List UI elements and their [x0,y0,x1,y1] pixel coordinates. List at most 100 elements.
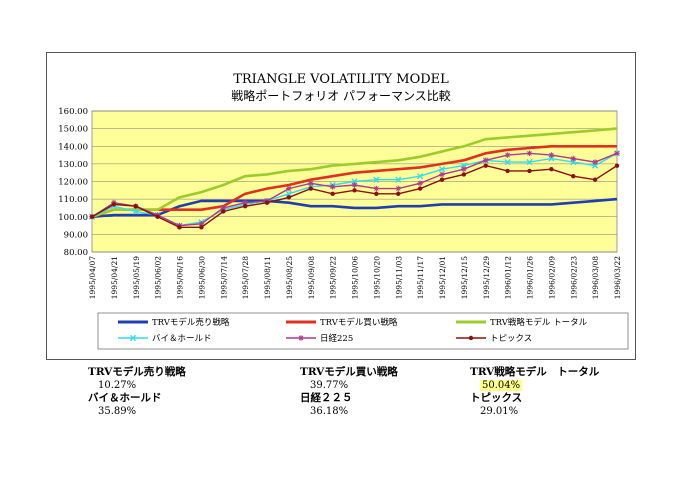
summary-value-topix: 29.01% [480,406,519,417]
x-tick-label: 1995/08/25 [285,256,294,299]
y-tick-label: 90.00 [64,230,88,240]
data-point-marker [286,185,292,192]
performance-chart: TRIANGLE VOLATILITY MODEL 戦略ポートフォリオ パフォー… [46,52,636,360]
legend-label: トピックス [490,334,532,344]
summary-value-nikkei: 36.18% [310,406,349,417]
x-tick-label: 1996/02/23 [569,256,578,299]
data-point-marker [468,335,474,341]
summary-value-buy-hold: 35.89% [98,406,137,417]
data-point-marker [527,168,532,174]
data-point-marker [264,200,270,205]
data-point-marker [549,166,554,172]
y-tick-label: 120.00 [58,178,88,188]
data-point-marker [548,152,555,158]
x-tick-label: 1995/10/20 [372,256,381,299]
data-point-marker [483,163,488,168]
x-tick-label: 1995/06/16 [176,256,185,299]
data-point-marker [439,171,445,178]
x-tick-label: 1995/11/03 [394,256,403,299]
data-point-marker [374,191,379,197]
data-point-marker [526,150,533,157]
data-point-marker [351,182,358,188]
y-tick-label: 160.00 [58,107,88,117]
x-tick-label: 1996/01/12 [504,256,513,299]
summary-col-1: TRVモデル売り戦略 10.27% バイ＆ホールド 35.89% [88,366,186,418]
data-point-marker [373,176,380,183]
data-point-marker [199,225,204,230]
data-point-marker [285,190,292,197]
data-point-marker [329,183,336,190]
summary-col-3: TRV戦略モデル トータル 50.04% トピックス 29.01% [470,366,599,418]
legend-box [97,312,629,350]
summary-label-buy: TRVモデル買い戦略 [300,366,398,378]
data-point-marker [482,157,489,164]
series-line [91,127,618,219]
data-point-marker [111,202,117,207]
data-point-marker [614,150,620,157]
x-tick-label: 1995/04/21 [110,256,119,299]
x-tick-label: 1996/01/26 [526,256,535,299]
data-point-marker [133,203,138,209]
y-tick-label: 100.00 [58,213,88,223]
data-point-marker [242,203,248,209]
y-tick-label: 150.00 [58,125,88,135]
series-line [91,197,618,219]
x-tick-label: 1996/03/08 [591,256,600,299]
data-point-marker [439,177,445,182]
legend-label: TRV戦略モデル トータル [490,317,588,328]
x-tick-label: 1995/11/17 [416,256,425,299]
chart-frame: TRIANGLE VOLATILITY MODEL 戦略ポートフォリオ パフォー… [46,52,636,360]
x-tick-label: 1995/08/11 [263,256,272,299]
x-tick-label: 1995/05/19 [132,256,141,299]
summary-label-sell: TRVモデル売り戦略 [88,366,186,378]
data-point-marker [373,185,380,192]
data-point-marker [592,159,598,165]
data-point-marker [220,205,227,211]
data-point-marker [242,199,248,206]
data-point-marker [286,195,292,200]
data-point-marker [330,191,335,197]
data-point-marker [395,176,402,183]
y-tick-label: 140.00 [58,142,88,152]
summary-label-topix: トピックス [470,392,523,404]
plot-area: 80.00 90.00 100.00 110.00 120.00 130.00 140.00… [58,107,622,299]
data-point-marker [198,221,205,227]
summary-label-nikkei: 日経２２５ [300,392,353,404]
data-point-marker [570,155,577,162]
x-tick-label: 1995/12/01 [438,256,447,299]
data-point-marker [461,166,467,172]
summary-value-buy: 39.77% [310,380,349,391]
summary-label-buy-hold: バイ＆ホールド [88,392,162,404]
legend-label: TRVモデル買い戦略 [320,317,398,328]
data-point-marker [417,180,423,187]
summary-value-total: 50.04% [480,380,523,391]
data-point-marker [505,168,510,174]
data-point-marker [396,191,401,197]
y-tick-label: 130.00 [58,160,88,170]
x-tick-label: 1995/09/08 [307,256,316,299]
data-point-marker [221,209,226,214]
y-tick-label: 110.00 [58,195,88,205]
summary-value-sell: 10.27% [98,380,137,391]
y-tick-label: 80.00 [64,248,88,258]
x-tick-label: 1995/04/07 [88,256,97,299]
data-point-marker [461,172,467,177]
legend-label: TRVモデル売り戦略 [152,317,230,328]
data-point-marker [132,208,139,215]
chart-subtitle: 戦略ポートフォリオ パフォーマンス比較 [231,88,451,103]
x-tick-label: 1995/07/14 [219,256,228,299]
x-tick-label: 1995/07/28 [241,256,250,299]
data-point-marker [526,159,533,166]
data-point-marker [504,159,511,166]
data-point-marker [614,163,620,168]
chart-title: TRIANGLE VOLATILITY MODEL [233,72,449,87]
data-point-marker [298,335,304,341]
data-point-marker [308,186,313,191]
summary-label-total: TRV戦略モデル トータル [470,366,600,378]
data-point-marker [155,214,160,219]
data-point-marker [307,180,314,187]
legend: TRVモデル売り戦略 TRVモデル買い戦略 TRV戦略モデル トータルバイ＆ホールド… [97,312,629,350]
x-tick-label: 1995/12/15 [460,256,469,299]
x-tick-label: 1995/12/29 [482,256,491,299]
data-point-marker [89,214,95,219]
